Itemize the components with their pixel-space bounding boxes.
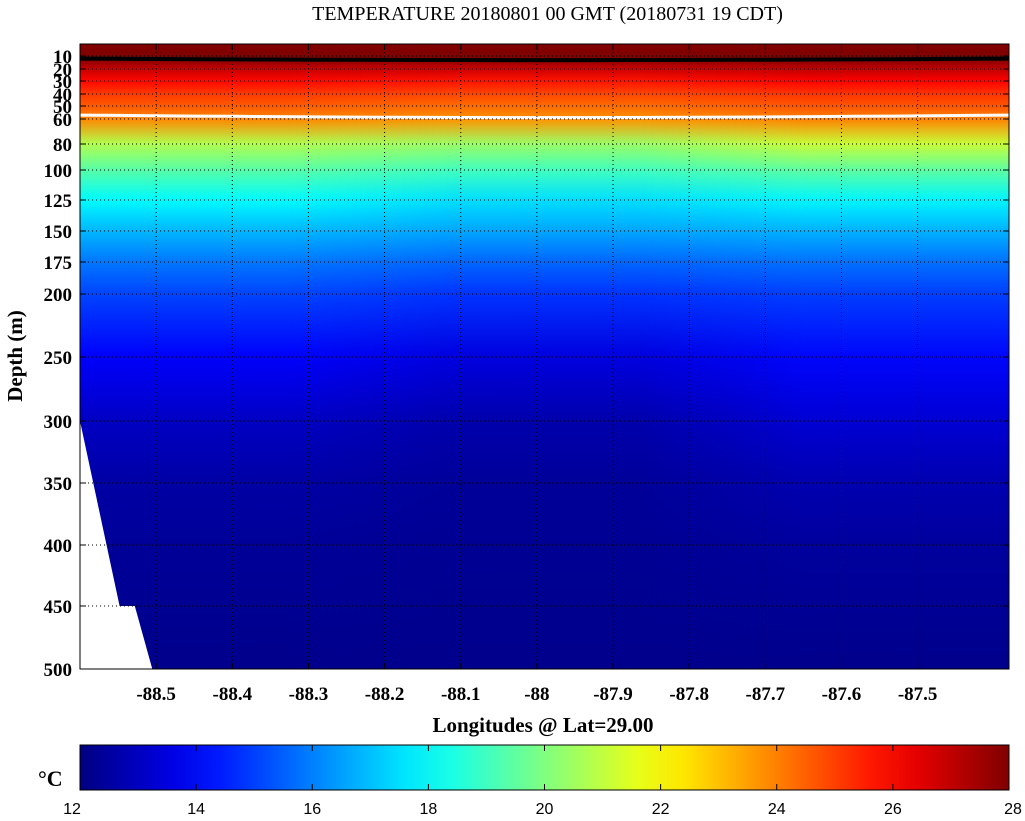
y-tick-label: 100 [44,161,73,182]
y-tick-label: 30 [53,72,72,93]
y-tick-label: 450 [44,597,73,618]
colorbar-tick-label: 24 [768,801,786,818]
y-tick-label: 40 [53,85,72,106]
y-tick-label: 20 [53,60,72,81]
colorbar-unit: °C [38,766,63,791]
y-tick-label: 200 [44,285,73,306]
colorbar-tick-label: 22 [652,801,670,818]
y-tick-label: 50 [53,97,72,118]
y-tick-label: 60 [53,110,72,131]
x-tick-label: -88.5 [136,684,176,705]
plot-area [80,44,1009,669]
x-tick-label: -88.1 [441,684,481,705]
y-tick-label: 80 [53,135,72,156]
y-axis-label: Depth (m) [3,310,27,402]
colorbar: °C 12 14 16 18 20 22 24 26 28 [38,744,1022,818]
colorbar-tick-label: 28 [1004,801,1022,818]
x-axis: -88.5 -88.4 -88.3 -88.2 -88.1 -88 -87.9 -87.8 -8… [136,44,937,705]
colorbar-tick-label: 16 [303,801,321,818]
x-tick-label: -87.9 [593,684,633,705]
y-tick-label: 150 [44,222,73,243]
colorbar-tick-label: 12 [63,801,81,818]
y-tick-label: 250 [44,348,73,369]
y-tick-label: 400 [44,536,73,557]
x-tick-label: -87.8 [669,684,709,705]
colorbar-tick-label: 20 [536,801,554,818]
y-tick-label: 175 [44,253,73,274]
x-tick-label: -87.7 [746,684,786,705]
y-tick-label: 125 [44,191,73,212]
contour-24 [80,113,1009,120]
contour-lines [80,56,1009,120]
seafloor-mask [80,421,153,669]
colorbar-tick-label: 18 [419,801,437,818]
colorbar-tick-label: 14 [187,801,205,818]
contour-28 [80,56,1009,63]
x-tick-label: -88.3 [289,684,329,705]
colorbar-ticks: 12 14 16 18 20 22 24 26 28 [63,745,1022,818]
colorbar-tick-label: 26 [884,801,902,818]
y-tick-label: 10 [53,47,72,68]
colorbar-gradient [79,744,1010,791]
x-tick-label: -88.4 [213,684,253,705]
y-tick-label: 500 [44,660,73,681]
x-axis-label: Longitudes @ Lat=29.00 [432,713,653,737]
x-tick-label: -87.5 [898,684,938,705]
y-tick-label: 300 [44,412,73,433]
grid-lines [80,44,1009,669]
chart-title: TEMPERATURE 20180801 00 GMT (20180731 19… [312,3,783,25]
x-tick-label: -88 [524,684,549,705]
x-tick-label: -88.2 [365,684,405,705]
y-tick-label: 350 [44,474,73,495]
x-tick-label: -87.6 [822,684,862,705]
